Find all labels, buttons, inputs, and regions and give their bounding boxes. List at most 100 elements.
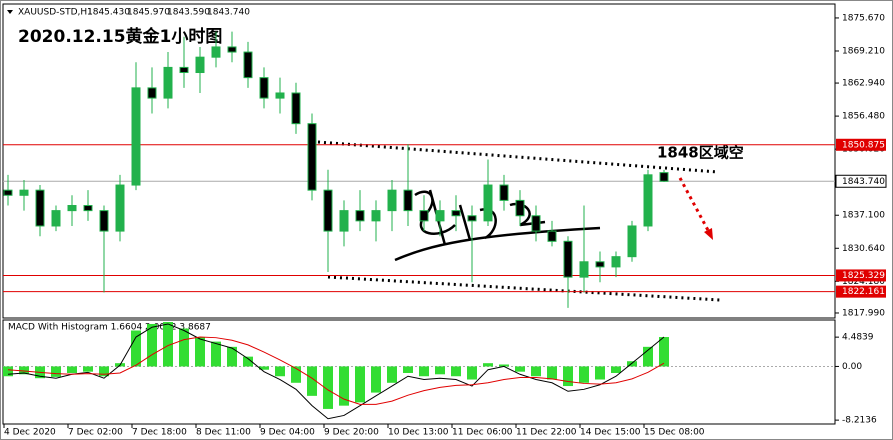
histogram-bar: [179, 328, 189, 367]
candle-body: [131, 87, 141, 186]
candle-body: [339, 210, 349, 232]
histogram-bar: [547, 366, 557, 380]
level-box: [836, 269, 886, 282]
level-box: [836, 285, 886, 298]
y-tick-label: 0.00: [842, 362, 862, 372]
level-box: [836, 138, 886, 151]
histogram-bar: [211, 341, 221, 367]
histogram-bar: [531, 366, 541, 377]
candle-body: [163, 66, 173, 99]
candle-body: [467, 215, 477, 222]
x-tick-label: 14 Dec 15:00: [580, 428, 641, 438]
histogram-bar: [451, 366, 461, 377]
x-tick-label: 7 Dec 18:00: [132, 428, 187, 438]
histogram-bar: [275, 366, 285, 377]
candle-body: [531, 215, 541, 232]
histogram-bar: [243, 356, 253, 367]
annotation: 1848区域空: [657, 144, 744, 162]
candle-body: [3, 189, 13, 196]
histogram-bar: [419, 366, 429, 377]
candle-body: [51, 210, 61, 227]
histogram-bar: [371, 366, 381, 393]
x-tick-label: 7 Dec 02:00: [68, 428, 123, 438]
candle-body: [371, 210, 381, 222]
candle-body: [579, 261, 589, 278]
candle-body: [243, 51, 253, 79]
y-tick-label: 1856.480: [842, 112, 885, 122]
candle-body: [211, 46, 221, 58]
x-tick-label: 10 Dec 13:00: [388, 428, 449, 438]
histogram-bar: [643, 346, 653, 367]
candle-body: [643, 174, 653, 227]
candle-body: [627, 225, 637, 258]
histogram-bar: [563, 366, 573, 387]
candle-body: [419, 210, 429, 222]
candle-body: [195, 56, 205, 74]
histogram-bar: [483, 363, 493, 367]
y-tick-label: 1824.180: [842, 277, 885, 287]
histogram-bar: [67, 366, 77, 373]
candle-body: [499, 184, 509, 201]
x-tick-label: 4 Dec 2020: [4, 428, 56, 438]
y-tick-label: 1862.940: [842, 79, 885, 89]
candle-body: [115, 184, 125, 232]
indicator-line: [7, 336, 665, 405]
x-tick-label: 8 Dec 11:00: [196, 428, 251, 438]
y-tick-label: 1830.640: [842, 244, 885, 254]
level-label: 1822.161: [842, 287, 885, 297]
y-tick-label: 4.4839: [842, 333, 874, 343]
histogram-bar: [403, 366, 413, 373]
histogram-bar: [3, 366, 13, 377]
y-tick-label: 1837.100: [842, 211, 885, 221]
header-value: 1845.970: [127, 8, 170, 18]
histogram-bar: [291, 366, 301, 383]
candle-body: [323, 189, 333, 232]
candle-body: [227, 46, 237, 53]
header-value: 1843.590: [167, 8, 210, 18]
histogram-bar: [627, 361, 637, 367]
header-value: 1843.740: [207, 8, 250, 18]
menu-icon: [7, 10, 13, 14]
histogram-bar: [659, 337, 669, 367]
candle-body: [387, 189, 397, 212]
symbol: XAUUSD-STD,H1: [18, 8, 93, 18]
level-label: 1825.329: [842, 271, 885, 281]
histogram-bar: [19, 366, 29, 375]
candle-body: [35, 189, 45, 227]
indicator-title: MACD With Histogram 1.6604 2.0082 3.8687: [8, 323, 211, 333]
histogram-bar: [99, 366, 109, 377]
candle-body: [483, 184, 493, 222]
chart-title: 2020.12.15黄金1小时图: [18, 26, 222, 47]
histogram-bar: [355, 366, 365, 403]
histogram-bar: [195, 337, 205, 367]
histogram-bar: [51, 366, 61, 377]
y-tick-label: 1875.670: [842, 13, 885, 23]
main-pane: [2, 3, 836, 319]
x-tick-label: 9 Dec 20:00: [324, 428, 379, 438]
level-label: 1850.875: [842, 140, 885, 150]
histogram-bar: [339, 366, 349, 406]
price-label: 1843.740: [842, 177, 885, 187]
header-value: 1845.430: [87, 8, 130, 18]
candle-body: [275, 92, 285, 99]
candle-body: [451, 210, 461, 217]
candle-body: [147, 87, 157, 99]
histogram-bar: [611, 366, 621, 373]
candle-body: [99, 210, 109, 232]
histogram-bar: [387, 366, 397, 383]
candle-body: [179, 66, 189, 74]
histogram-bar: [83, 366, 93, 372]
candle-body: [435, 210, 445, 222]
x-tick-label: 11 Dec 06:00: [452, 428, 513, 438]
histogram-bar: [323, 366, 333, 409]
candle-body: [515, 199, 525, 217]
histogram-bar: [147, 323, 157, 367]
candle-body: [83, 205, 93, 212]
candle-body: [259, 77, 269, 99]
candle-body: [659, 172, 669, 182]
price-box: [835, 174, 887, 188]
x-tick-label: 9 Dec 04:00: [260, 428, 315, 438]
candle-body: [563, 240, 573, 278]
histogram-bar: [163, 322, 173, 367]
